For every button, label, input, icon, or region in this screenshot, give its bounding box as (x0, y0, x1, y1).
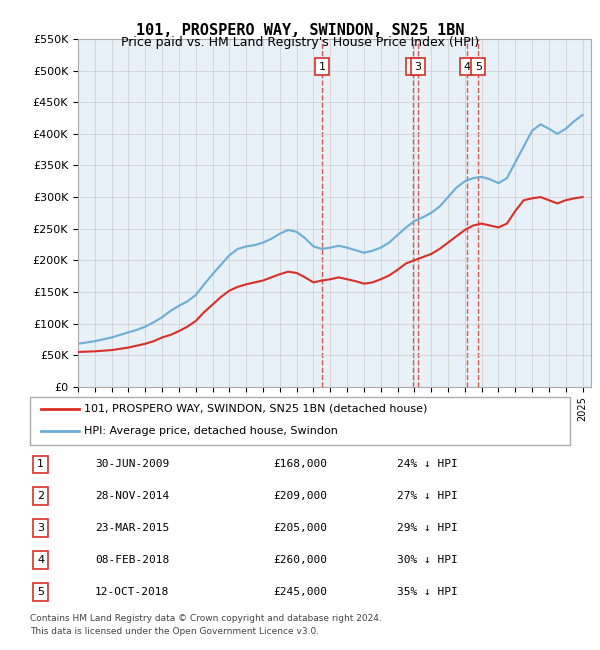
Text: 2: 2 (409, 62, 416, 72)
Text: Price paid vs. HM Land Registry's House Price Index (HPI): Price paid vs. HM Land Registry's House … (121, 36, 479, 49)
Text: 101, PROSPERO WAY, SWINDON, SN25 1BN: 101, PROSPERO WAY, SWINDON, SN25 1BN (136, 23, 464, 38)
Text: 30% ↓ HPI: 30% ↓ HPI (397, 555, 458, 565)
Text: 4: 4 (463, 62, 470, 72)
Text: 27% ↓ HPI: 27% ↓ HPI (397, 491, 458, 501)
Text: 08-FEB-2018: 08-FEB-2018 (95, 555, 169, 565)
Text: 3: 3 (37, 523, 44, 533)
Text: 5: 5 (37, 587, 44, 597)
Text: This data is licensed under the Open Government Licence v3.0.: This data is licensed under the Open Gov… (30, 627, 319, 636)
Text: 1: 1 (37, 460, 44, 469)
Text: £168,000: £168,000 (273, 460, 327, 469)
Text: £260,000: £260,000 (273, 555, 327, 565)
Text: 5: 5 (475, 62, 482, 72)
Text: 29% ↓ HPI: 29% ↓ HPI (397, 523, 458, 533)
Text: £209,000: £209,000 (273, 491, 327, 501)
Text: 4: 4 (37, 555, 44, 565)
Text: 101, PROSPERO WAY, SWINDON, SN25 1BN (detached house): 101, PROSPERO WAY, SWINDON, SN25 1BN (de… (84, 404, 427, 413)
Text: 3: 3 (414, 62, 421, 72)
Text: HPI: Average price, detached house, Swindon: HPI: Average price, detached house, Swin… (84, 426, 338, 436)
Text: 30-JUN-2009: 30-JUN-2009 (95, 460, 169, 469)
Text: £205,000: £205,000 (273, 523, 327, 533)
Text: 24% ↓ HPI: 24% ↓ HPI (397, 460, 458, 469)
FancyBboxPatch shape (30, 396, 570, 445)
Text: £245,000: £245,000 (273, 587, 327, 597)
Text: 1: 1 (319, 62, 325, 72)
Text: 12-OCT-2018: 12-OCT-2018 (95, 587, 169, 597)
Text: 23-MAR-2015: 23-MAR-2015 (95, 523, 169, 533)
Text: 35% ↓ HPI: 35% ↓ HPI (397, 587, 458, 597)
Text: 2: 2 (37, 491, 44, 501)
Text: Contains HM Land Registry data © Crown copyright and database right 2024.: Contains HM Land Registry data © Crown c… (30, 614, 382, 623)
Text: 28-NOV-2014: 28-NOV-2014 (95, 491, 169, 501)
